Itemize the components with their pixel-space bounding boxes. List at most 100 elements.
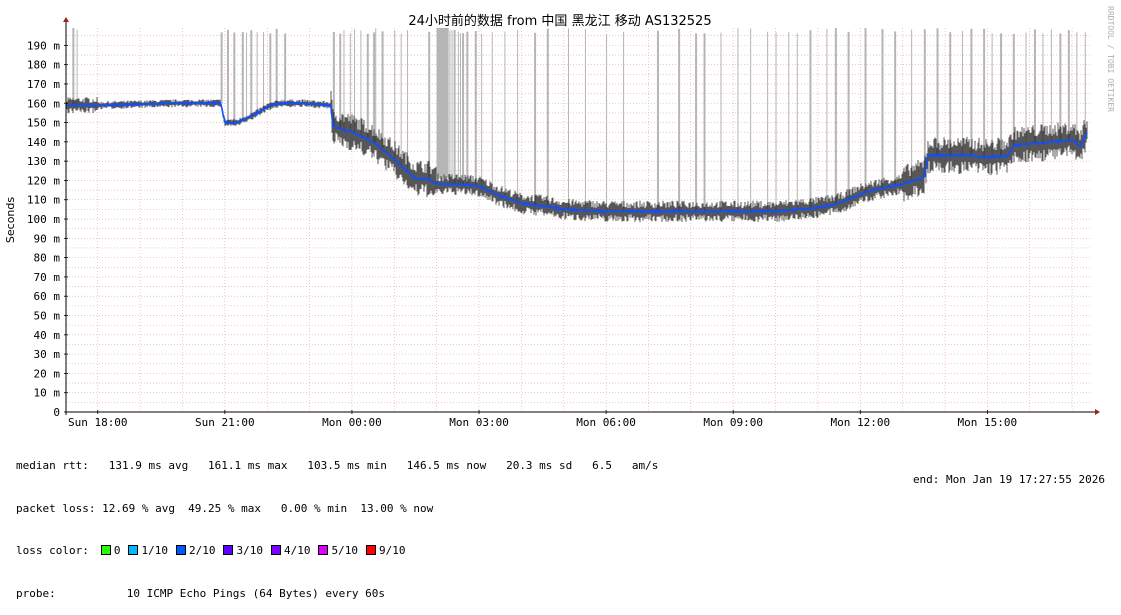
loss-color-value: 5/10 [331,544,358,557]
y-axis-label: Seconds [4,197,17,243]
y-tick-label: 0 [53,406,60,419]
loss-spike [1084,32,1086,138]
loss-spike [534,32,537,205]
loss-spike [584,28,586,211]
loss-spike [246,32,248,119]
y-tick-labels: 0 10 m 20 m 30 m 40 m 50 m 60 m 70 m 80 m 90 m 100… [27,39,68,419]
median-rtt-stats: median rtt: 131.9 ms avg 161.1 ms max 10… [16,459,659,472]
loss-spike [809,30,812,209]
loss-color-swatch [223,545,234,555]
y-tick-label: 50 m [34,310,61,323]
loss-spike [923,29,926,177]
loss-spike [894,31,897,186]
grid-lines [66,28,1092,412]
end-timestamp: end: Mon Jan 19 17:27:55 2026 [912,473,1105,486]
loss-spike [1067,30,1070,141]
loss-color-swatch [318,545,329,555]
loss-spike [775,32,777,212]
loss-color-item: 9/10 [365,544,406,557]
loss-spike [737,28,739,212]
loss-spike [449,30,451,185]
loss-color-value: 0 [113,544,121,557]
loss-spike [936,28,939,156]
loss-color-value: 9/10 [378,544,406,557]
loss-spike [269,33,272,107]
loss-spike [767,31,769,212]
x-tick-label: Mon 15:00 [958,416,1018,429]
x-tick-label: Mon 00:00 [322,416,382,429]
loss-spike [567,28,569,210]
loss-spike [457,31,459,185]
loss-spike [983,28,986,157]
y-tick-label: 40 m [34,329,61,342]
loss-color-legend: loss color: 0 1/10 2/10 3/10 4/10 5/10 9/10 [16,544,658,559]
stats-legend: median rtt: 131.9 ms avg 161.1 ms max 10… [16,431,658,615]
loss-spike [834,28,837,205]
loss-spike [481,33,483,188]
loss-spike [1012,33,1015,146]
loss-color-value: 1/10 [141,544,168,557]
loss-spike [864,28,867,193]
loss-spike [1025,32,1027,145]
y-tick-label: 130 m [27,155,60,168]
median-line [66,100,1088,215]
loss-spike [750,28,752,212]
loss-color-value: 4/10 [283,544,311,557]
loss-spike [220,32,223,104]
loss-spike [436,28,449,179]
loss-color-swatch [365,545,376,555]
y-tick-label: 110 m [27,194,60,207]
loss-spike [428,31,431,179]
loss-spike [1000,33,1003,157]
loss-spike [720,32,722,212]
x-tick-label: Mon 12:00 [830,416,890,429]
loss-spike [606,33,608,212]
loss-color-swatch [175,545,186,555]
loss-spike [678,28,681,212]
loss-spike [233,32,236,123]
loss-spike [546,28,549,207]
loss-color-swatch [100,545,111,555]
loss-spike [275,28,278,105]
loss-color-item: 1/10 [128,544,168,557]
x-tick-label: Mon 06:00 [576,416,636,429]
y-tick-label: 20 m [34,367,61,380]
y-tick-label: 150 m [27,117,60,130]
x-tick-label: Mon 03:00 [449,416,509,429]
loss-spike [250,30,253,117]
loss-spike [466,31,469,186]
loss-spike [695,33,698,212]
loss-spike [451,30,453,185]
y-tick-label: 180 m [27,59,60,72]
loss-color-value: 3/10 [236,544,263,557]
loss-color-swatches: 0 1/10 2/10 3/10 4/10 5/10 9/10 [89,544,406,557]
y-axis-arrow [63,17,69,22]
loss-spike [1059,33,1062,142]
chart-title: 24小时前的数据 from 中国 黑龙江 移动 AS132525 [408,13,711,29]
loss-spike [360,30,362,137]
loss-color-item: 3/10 [223,544,263,557]
loss-spike [459,33,461,185]
loss-color-item: 4/10 [270,544,311,557]
y-tick-label: 10 m [34,387,61,400]
loss-color-item: 5/10 [318,544,358,557]
loss-spike [241,32,244,121]
smokeping-chart: 0 10 m 20 m 30 m 40 m 50 m 60 m 70 m 80 m 90 m 100… [4,6,1115,429]
x-tick-label: Sun 18:00 [68,416,128,429]
loss-spike [332,31,335,127]
loss-spike [1042,33,1044,143]
loss-spike [76,29,78,106]
loss-spike [1033,29,1036,144]
loss-color-swatch [128,545,139,555]
loss-color-label: loss color: [16,544,89,557]
y-tick-label: 60 m [34,290,61,303]
loss-color-item: 2/10 [175,544,215,557]
loss-spike [911,29,913,182]
packet-loss-stats: packet loss: 12.69 % avg 49.25 % max 0.0… [16,501,434,515]
axes [63,17,1100,415]
y-tick-label: 90 m [34,232,61,245]
loss-spike [991,33,993,157]
loss-spike [339,33,342,129]
x-tick-label: Sun 21:00 [195,416,255,429]
x-axis-arrow [1095,409,1100,415]
